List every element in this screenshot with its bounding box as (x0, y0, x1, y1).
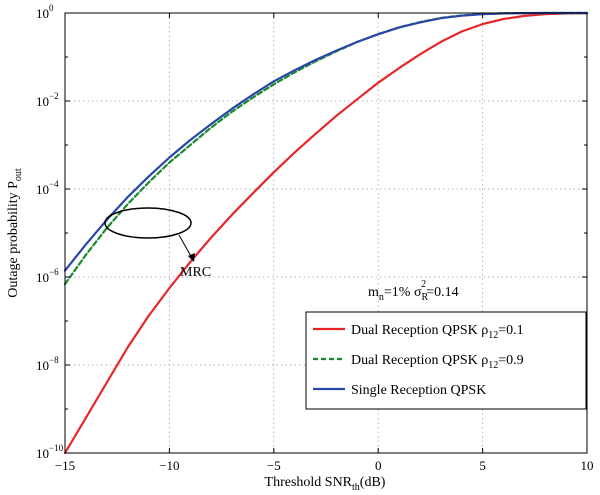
mrc-label: MRC (180, 265, 211, 280)
params-annotation: mn=1% σR 2=0.14 (368, 279, 459, 303)
x-tick-label: −5 (267, 458, 281, 473)
svg-text:Outage probability Pout: Outage probability Pout (6, 168, 24, 298)
mrc-arrow-line (178, 234, 193, 259)
series-line-2 (63, 11, 589, 286)
params-r-sub: R (422, 292, 429, 303)
legend-box (305, 311, 587, 410)
legend-label-1: Dual Reception QPSK ρ12=0.1 (351, 323, 524, 341)
mrc-ellipse (104, 207, 192, 239)
params-n-sub: n (379, 292, 384, 303)
annotations: MRC mn=1% σR 2=0.14 (104, 207, 459, 303)
y-tick-label: 10−8 (36, 355, 59, 373)
x-tick-label: −15 (55, 458, 75, 473)
y-axis-label-main: Outage probability P (6, 181, 21, 298)
series-line-1 (63, 12, 589, 455)
y-tick-label: 100 (36, 3, 54, 21)
x-tick-label: −10 (159, 458, 179, 473)
y-axis-label: Outage probability Pout (6, 168, 24, 298)
params-2-sup: 2 (421, 279, 426, 290)
x-axis-label: Threshold SNRth(dB) (265, 475, 386, 493)
svg-text:Threshold SNRth(dB): Threshold SNRth(dB) (265, 475, 386, 493)
legend-label-3: Single Reception QPSK (351, 383, 486, 398)
y-tick-label: 10−2 (36, 91, 59, 109)
y-tick-label: 10−10 (36, 443, 64, 461)
params-m: m (368, 285, 379, 300)
x-tick-label: 0 (375, 458, 382, 473)
y-axis-label-sub: out (13, 168, 24, 181)
x-axis-label-tail: (dB) (360, 475, 386, 490)
axis-ticks: −15 −10 −5 0 5 10 10−10 10−8 10−6 10−4 10−2 100 (36, 3, 594, 473)
legend: Dual Reception QPSK ρ12=0.1 Dual Receptio… (305, 311, 587, 410)
y-tick-label: 10−6 (36, 267, 59, 285)
y-tick-label: 10−4 (36, 179, 59, 197)
x-axis-label-main: Threshold SNR (265, 475, 353, 490)
legend-label-2: Dual Reception QPSK ρ12=0.9 (351, 353, 524, 371)
params-tail: =0.14 (426, 285, 458, 300)
series-line-3 (63, 11, 589, 272)
params-mid: =1% σ (384, 285, 422, 300)
mrc-arrowhead (188, 253, 195, 262)
x-tick-label: 5 (479, 458, 486, 473)
x-axis-label-sub: th (352, 482, 360, 493)
x-tick-label: 10 (581, 458, 594, 473)
